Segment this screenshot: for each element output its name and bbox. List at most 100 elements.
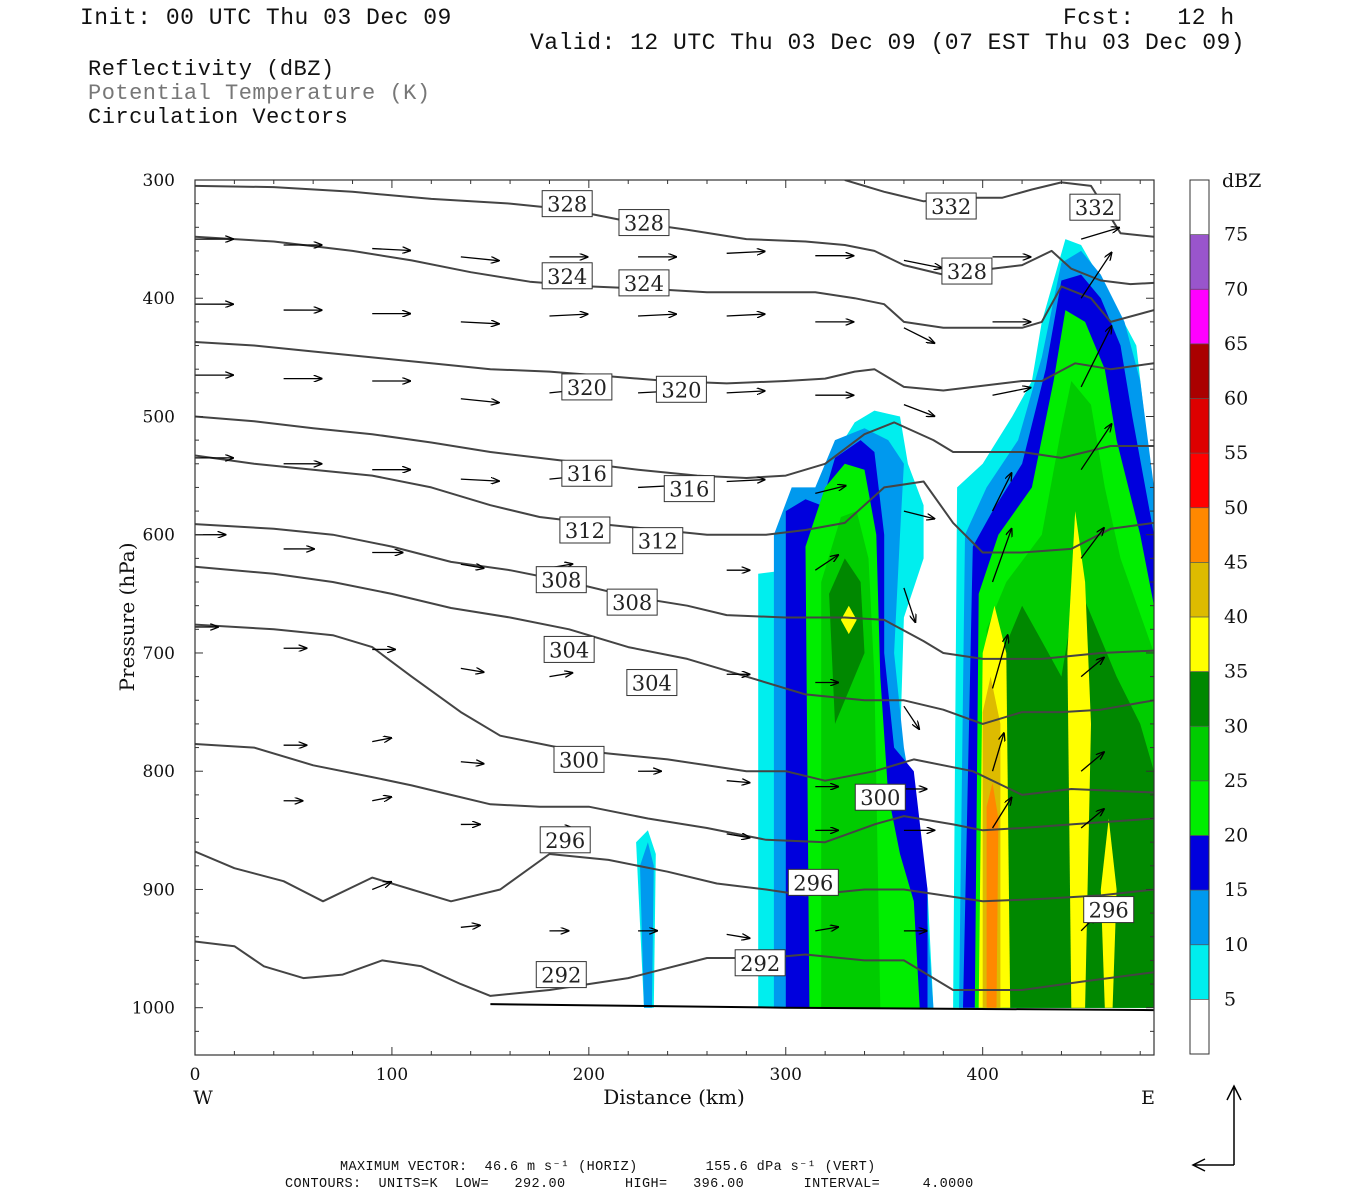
y-tick-label: 400 <box>143 289 175 309</box>
colorbar-segment <box>1190 999 1209 1054</box>
colorbar-segment <box>1190 890 1209 945</box>
theta-contour-312 <box>195 523 1154 660</box>
theta-label-box <box>541 262 593 290</box>
theta-label-box <box>553 745 605 773</box>
theta-label-box <box>559 516 611 544</box>
contour-info: CONTOURS: UNITS=K LOW= 292.00 HIGH= 396.… <box>285 1177 974 1192</box>
circulation-vector <box>372 797 391 801</box>
theta-label: 304 <box>549 638 589 662</box>
circulation-vector <box>1080 424 1111 471</box>
colorbar-label: 65 <box>1224 333 1248 355</box>
colorbar-label: 35 <box>1224 661 1248 683</box>
circulation-vector <box>991 529 1012 583</box>
y-tick-label: 1000 <box>132 999 175 1019</box>
circulation-vector <box>991 473 1012 512</box>
circulation-vector <box>1080 326 1111 388</box>
theta-label: 304 <box>632 672 672 696</box>
y-tick-label: 800 <box>143 762 175 782</box>
theta-label-box <box>1083 896 1135 924</box>
theta-label: 292 <box>740 952 780 976</box>
theta-contour-labels: 328 328 332 332 324 324 328 320 320 316 316 312 312 3… <box>535 190 1135 989</box>
circulation-vector <box>372 738 391 742</box>
colorbar-label: 75 <box>1224 224 1248 246</box>
colorbar-segment <box>1190 234 1209 290</box>
x-end-west: W <box>193 1087 213 1109</box>
colorbar-segment <box>1190 835 1209 891</box>
circulation-vector <box>903 327 934 343</box>
circulation-vector <box>1080 809 1104 829</box>
colorbar-segment <box>1190 507 1209 563</box>
axes: 300 400 500 600 700 800 900 1000 0 100 200 300 400 <box>132 171 1154 1085</box>
theta-label: 300 <box>860 786 900 810</box>
colorbar-label: 60 <box>1224 388 1248 410</box>
theta-label: 324 <box>547 265 587 289</box>
circulation-vector <box>726 480 765 482</box>
circulation-vector <box>372 249 410 251</box>
theta-contour-296 <box>195 850 1154 903</box>
theta-label-box <box>541 190 593 218</box>
theta-label-box <box>535 566 587 594</box>
theta-label: 296 <box>1089 899 1129 923</box>
theta-label: 328 <box>947 260 987 284</box>
theta-label-box <box>787 868 839 896</box>
colorbar: 5 10 15 20 25 30 35 40 45 50 55 60 65 70 75 <box>1189 179 1248 1055</box>
theta-label-box <box>618 269 670 297</box>
x-tick-label: 300 <box>770 1065 802 1085</box>
circulation-vector <box>460 925 480 927</box>
forecast-hour: Fcst: 12 h <box>1063 5 1235 31</box>
theta-label: 308 <box>612 591 652 615</box>
colorbar-segment <box>1190 780 1209 836</box>
y-axis-label: Pressure (hPa) <box>115 543 139 692</box>
circulation-vector <box>1080 528 1104 559</box>
theta-label-box <box>561 459 613 487</box>
valid-time: Valid: 12 UTC Thu 03 Dec 09 (07 EST Thu … <box>530 30 1246 56</box>
theta-contour-324 <box>195 341 1154 392</box>
theta-label-box <box>539 826 591 854</box>
circulation-vector <box>903 404 934 416</box>
theta-label: 328 <box>624 212 664 236</box>
circulation-vector <box>1080 253 1111 299</box>
colorbar-label: 10 <box>1224 934 1248 956</box>
circulation-vector <box>903 705 919 729</box>
circulation-vector <box>460 762 484 764</box>
theta-label: 324 <box>624 272 664 296</box>
theta-label-box <box>734 949 786 977</box>
ground-line <box>490 1003 1154 1012</box>
theta-contour-304 <box>195 623 1154 796</box>
circulation-vector <box>815 927 838 931</box>
field-reflectivity: Reflectivity (dBZ) <box>88 57 335 82</box>
circulation-vector <box>460 322 499 324</box>
theta-label: 320 <box>567 376 607 400</box>
circulation-vector <box>726 251 765 253</box>
field-potential-temperature: Potential Temperature (K) <box>88 81 431 106</box>
circulation-vector <box>1080 228 1119 240</box>
circulation-vector <box>549 314 587 316</box>
field-circulation-vectors: Circulation Vectors <box>88 105 349 130</box>
circulation-vector <box>1080 658 1104 678</box>
circulation-vector <box>726 314 765 316</box>
theta-label: 300 <box>559 748 599 772</box>
max-vector-note: MAXIMUM VECTOR: 46.6 m s⁻¹ (HORIZ) 155.6… <box>340 1160 876 1175</box>
theta-label-box <box>606 588 658 616</box>
colorbar-segment <box>1190 343 1209 399</box>
theta-label: 312 <box>638 530 678 554</box>
theta-label: 308 <box>541 569 581 593</box>
theta-label-box <box>535 961 587 989</box>
circulation-vector <box>460 668 484 672</box>
circulation-vector <box>460 398 499 403</box>
circulation-vector <box>726 834 750 838</box>
theta-label-box <box>632 527 684 555</box>
theta-label-box <box>561 373 613 401</box>
theta-label-box <box>941 257 993 285</box>
circulation-vector <box>726 391 765 393</box>
circulation-vector <box>726 934 750 938</box>
circulation-vector <box>815 486 845 494</box>
circulation-vector <box>903 259 942 268</box>
theta-label-box <box>925 192 977 220</box>
colorbar-label: 45 <box>1224 551 1248 573</box>
circulation-vector <box>903 587 915 622</box>
y-tick-label: 500 <box>143 407 175 427</box>
circulation-vector <box>726 781 750 783</box>
colorbar-segment <box>1190 180 1209 235</box>
colorbar-label: 30 <box>1224 715 1248 737</box>
